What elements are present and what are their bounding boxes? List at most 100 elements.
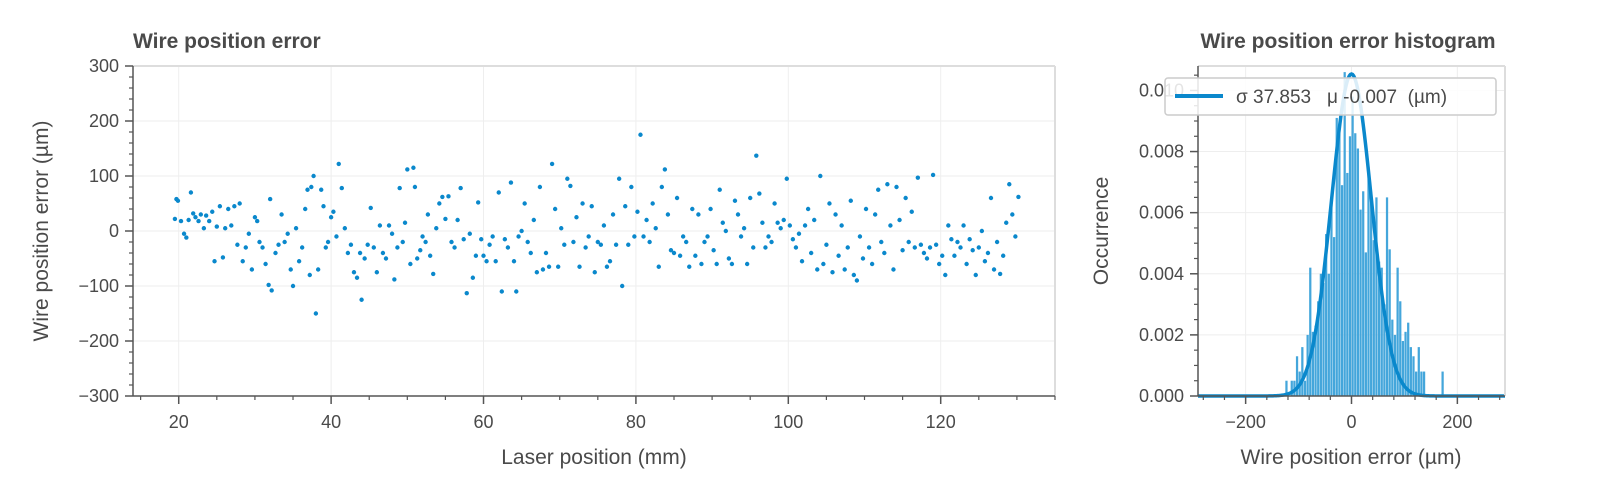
scatter-point	[315, 267, 321, 272]
scatter-point	[885, 182, 890, 187]
scatter-point	[415, 256, 420, 261]
scatter-point	[1016, 194, 1021, 200]
scatter-point	[729, 261, 735, 267]
scatter-point	[863, 206, 869, 212]
scatter-point	[408, 261, 413, 267]
scatter-point	[269, 288, 274, 293]
scatter-point	[181, 231, 187, 236]
scatter-point	[598, 242, 604, 247]
scatter-x-tick-label: 100	[773, 412, 803, 432]
scatter-point	[924, 256, 930, 261]
histogram-bar	[1340, 185, 1344, 396]
scatter-point	[979, 228, 985, 234]
scatter-point	[452, 245, 457, 250]
scatter-point	[178, 218, 184, 224]
scatter-y-tick-label: −200	[78, 331, 119, 351]
histogram-bar	[1295, 356, 1299, 396]
histogram-bar	[1319, 273, 1322, 396]
histogram-bar	[1335, 117, 1338, 396]
scatter-point	[964, 261, 969, 267]
scatter-point	[184, 235, 189, 240]
histogram-bars	[1285, 72, 1444, 397]
scatter-point	[705, 234, 710, 239]
scatter-point	[784, 176, 789, 181]
scatter-point	[665, 212, 671, 217]
scatter-point	[342, 226, 348, 231]
scatter-point	[490, 234, 495, 239]
scatter-point	[763, 245, 768, 250]
scatter-point	[418, 248, 423, 253]
scatter-point	[930, 172, 936, 178]
scatter-point	[568, 183, 573, 189]
scatter-point	[534, 270, 540, 275]
scatter-point	[371, 245, 376, 250]
scatter-y-tick-label: 300	[89, 56, 119, 76]
scatter-point	[961, 223, 966, 228]
histogram-y-tick-label: 0.002	[1139, 325, 1184, 345]
scatter-point	[909, 209, 914, 214]
histogram-bar	[1383, 304, 1386, 396]
scatter-point	[266, 282, 271, 288]
scatter-point	[760, 220, 765, 225]
scatter-point	[711, 248, 716, 253]
scatter-point	[255, 218, 260, 224]
scatter-point	[243, 245, 248, 250]
scatter-point	[339, 185, 344, 191]
scatter-point	[876, 187, 881, 192]
scatter-point	[866, 245, 872, 250]
scatter-point	[562, 242, 567, 247]
scatter-point	[210, 209, 215, 214]
histogram-bar	[1359, 209, 1362, 396]
scatter-point	[214, 224, 220, 229]
histogram-bar	[1385, 197, 1389, 396]
scatter-point	[586, 234, 591, 239]
scatter-point	[994, 239, 1000, 245]
scatter-point	[604, 264, 610, 269]
scatter-point	[952, 253, 957, 258]
scatter-point	[650, 201, 655, 206]
scatter-point	[638, 132, 643, 137]
scatter-point	[687, 264, 692, 269]
scatter-point	[334, 234, 339, 239]
histogram-bar	[1325, 234, 1328, 396]
scatter-point	[674, 195, 680, 201]
scatter-point	[610, 212, 616, 217]
scatter-point	[717, 187, 722, 192]
histogram-bar	[1314, 325, 1317, 396]
scatter-point	[313, 311, 319, 316]
scatter-point	[997, 271, 1003, 277]
scatter-point	[206, 218, 212, 224]
scatter-point	[423, 239, 428, 245]
scatter-point	[263, 261, 268, 267]
histogram-panel: Wire position error histogram −200 0 200 0.…	[1090, 30, 1506, 469]
scatter-point	[528, 250, 533, 256]
scatter-point	[726, 256, 732, 261]
scatter-point	[619, 283, 625, 289]
histogram-bar	[1327, 273, 1330, 396]
scatter-y-tick-label: 100	[89, 166, 119, 186]
scatter-point	[738, 234, 744, 239]
scatter-point	[188, 190, 194, 195]
histogram-bar	[1356, 148, 1360, 396]
scatter-x-tick-label: 80	[626, 412, 646, 432]
scatter-point	[857, 234, 863, 239]
histogram-bar	[1301, 347, 1304, 396]
scatter-point	[389, 231, 395, 236]
scatter-point	[427, 253, 433, 258]
scatter-point	[769, 239, 774, 245]
scatter-point	[357, 250, 363, 256]
scatter-point	[196, 218, 201, 224]
histogram-bar	[1367, 166, 1370, 396]
scatter-point	[193, 215, 198, 220]
scatter-point	[793, 245, 799, 250]
scatter-point	[395, 245, 400, 250]
scatter-point	[279, 212, 284, 217]
scatter-point	[882, 250, 887, 256]
histogram-bar	[1422, 371, 1426, 396]
scatter-point	[190, 211, 196, 216]
scatter-point	[290, 283, 296, 289]
scatter-point	[668, 248, 674, 253]
scatter-point	[508, 180, 514, 185]
scatter-point	[808, 250, 814, 256]
